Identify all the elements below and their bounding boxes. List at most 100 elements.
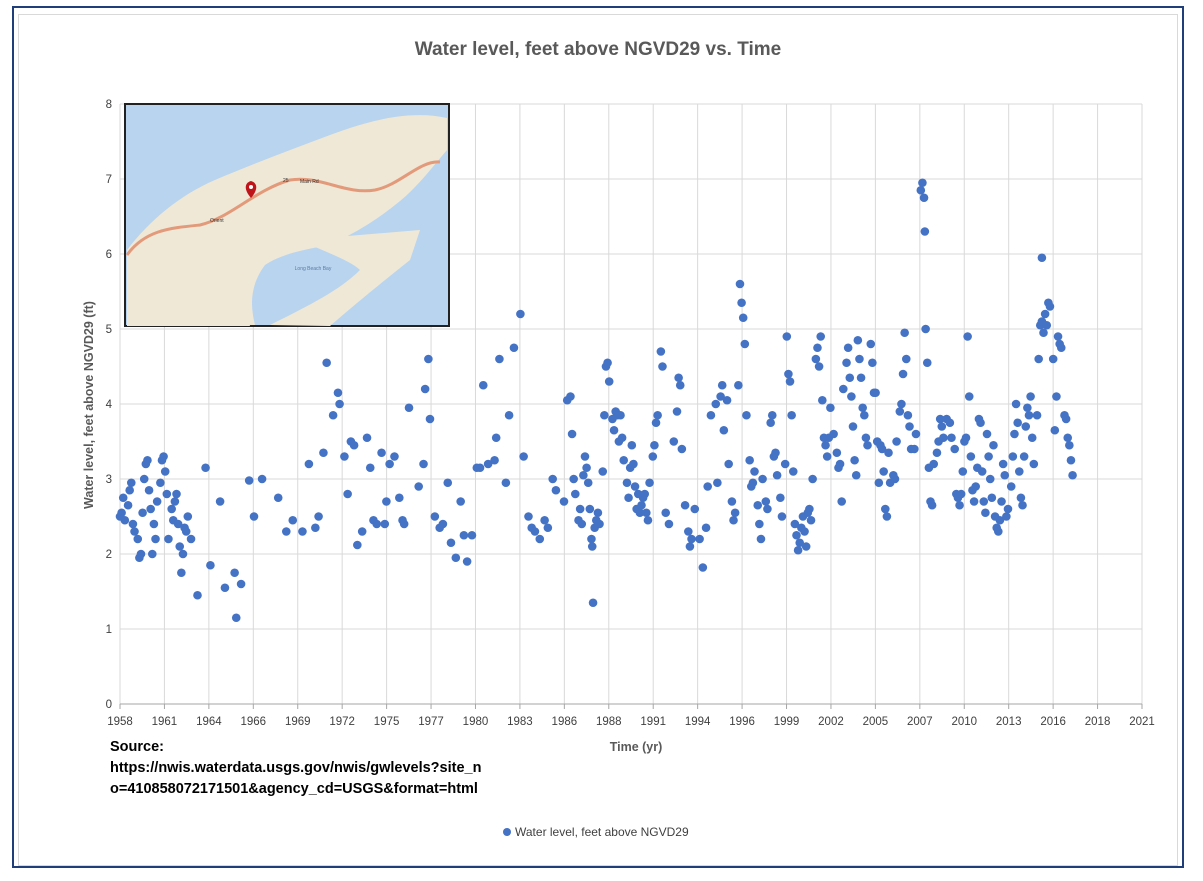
data-point [183, 512, 193, 521]
data-point [139, 474, 149, 484]
data-point [177, 568, 186, 578]
data-point [585, 504, 595, 514]
data-point [782, 332, 792, 341]
data-point [776, 493, 785, 503]
data-point [236, 579, 246, 589]
data-point [805, 504, 814, 514]
data-point [419, 459, 428, 469]
data-point [755, 519, 764, 529]
data-point [730, 508, 740, 518]
data-point [937, 422, 947, 431]
source-label: Source: [110, 739, 164, 755]
data-point [1034, 354, 1043, 364]
data-point [1068, 470, 1077, 480]
data-point [955, 500, 964, 510]
data-point [784, 369, 793, 379]
x-tick-label: 1972 [329, 716, 355, 728]
data-point [958, 467, 968, 476]
data-point [947, 433, 956, 443]
data-point [1016, 493, 1026, 503]
data-point [648, 452, 658, 461]
x-tick-label: 1999 [774, 716, 800, 728]
data-point [989, 440, 998, 450]
data-point [956, 489, 966, 499]
data-point [877, 444, 887, 454]
data-point [675, 380, 685, 390]
data-point [451, 553, 461, 563]
data-point [540, 515, 549, 525]
x-tick-label: 1986 [552, 716, 578, 728]
data-point [604, 377, 614, 386]
data-point [808, 474, 817, 484]
data-point [750, 467, 759, 476]
data-point [501, 478, 511, 488]
data-point [777, 512, 787, 521]
data-point [175, 542, 185, 551]
data-point [916, 185, 926, 195]
data-point [871, 388, 880, 398]
data-point [961, 433, 971, 443]
data-point [855, 354, 864, 364]
chart-title: Water level, feet above NGVD29 vs. Time [415, 39, 781, 60]
data-point [690, 504, 700, 514]
data-point [467, 530, 477, 540]
data-point [587, 534, 596, 544]
data-point [1027, 433, 1037, 443]
data-point [981, 508, 990, 518]
data-point [984, 452, 993, 461]
data-point [884, 448, 893, 458]
data-point [365, 463, 375, 473]
data-point [380, 519, 390, 529]
data-point [603, 358, 612, 368]
y-tick-label: 8 [106, 99, 112, 111]
data-point [745, 455, 754, 465]
data-point [918, 178, 927, 188]
x-tick-label: 1958 [107, 716, 133, 728]
x-tick-label: 1975 [374, 716, 400, 728]
data-point [814, 362, 824, 371]
data-point [1053, 332, 1063, 341]
data-point [795, 538, 805, 548]
data-point [385, 459, 394, 469]
data-point [945, 418, 955, 428]
data-point [362, 433, 372, 443]
data-point [587, 542, 597, 551]
x-tick-label: 1980 [463, 716, 489, 728]
data-point [575, 504, 585, 514]
data-point [637, 500, 646, 510]
data-point [645, 478, 654, 488]
map-land-west [127, 249, 250, 326]
data-point [879, 467, 888, 476]
data-point [311, 523, 320, 533]
data-point [740, 339, 750, 349]
data-point [490, 455, 499, 465]
data-point [125, 485, 134, 495]
data-point [333, 388, 343, 398]
legend-marker [503, 828, 511, 836]
data-point [138, 508, 147, 518]
data-point [995, 515, 1005, 525]
data-point [813, 343, 822, 353]
data-point [151, 534, 160, 544]
data-point [848, 422, 858, 431]
data-point [617, 433, 627, 443]
data-point [929, 459, 939, 469]
data-point [1023, 403, 1032, 413]
x-tick-label: 2013 [996, 716, 1022, 728]
data-point [880, 504, 890, 514]
data-point [630, 482, 640, 491]
data-point [519, 452, 528, 461]
data-point [966, 452, 976, 461]
data-point [963, 332, 972, 341]
data-point [164, 534, 173, 544]
data-point [1024, 410, 1034, 420]
data-point [1018, 500, 1027, 510]
data-point [588, 598, 598, 608]
data-point [1045, 302, 1055, 311]
data-point [535, 534, 545, 544]
x-tick-label: 2002 [818, 716, 844, 728]
data-point [982, 429, 992, 439]
data-point [551, 485, 561, 495]
x-tick-label: 2018 [1085, 716, 1111, 728]
